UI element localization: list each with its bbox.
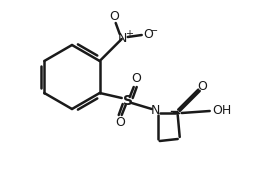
Text: O: O: [109, 11, 119, 23]
Text: OH: OH: [212, 104, 231, 118]
Text: +: +: [125, 29, 133, 39]
Text: O: O: [143, 28, 153, 41]
Text: N: N: [151, 104, 160, 118]
Text: O: O: [197, 79, 207, 93]
Text: −: −: [150, 26, 158, 36]
Text: N: N: [118, 31, 127, 45]
Text: O: O: [115, 117, 125, 129]
Text: O: O: [131, 73, 141, 85]
Text: S: S: [123, 94, 133, 108]
